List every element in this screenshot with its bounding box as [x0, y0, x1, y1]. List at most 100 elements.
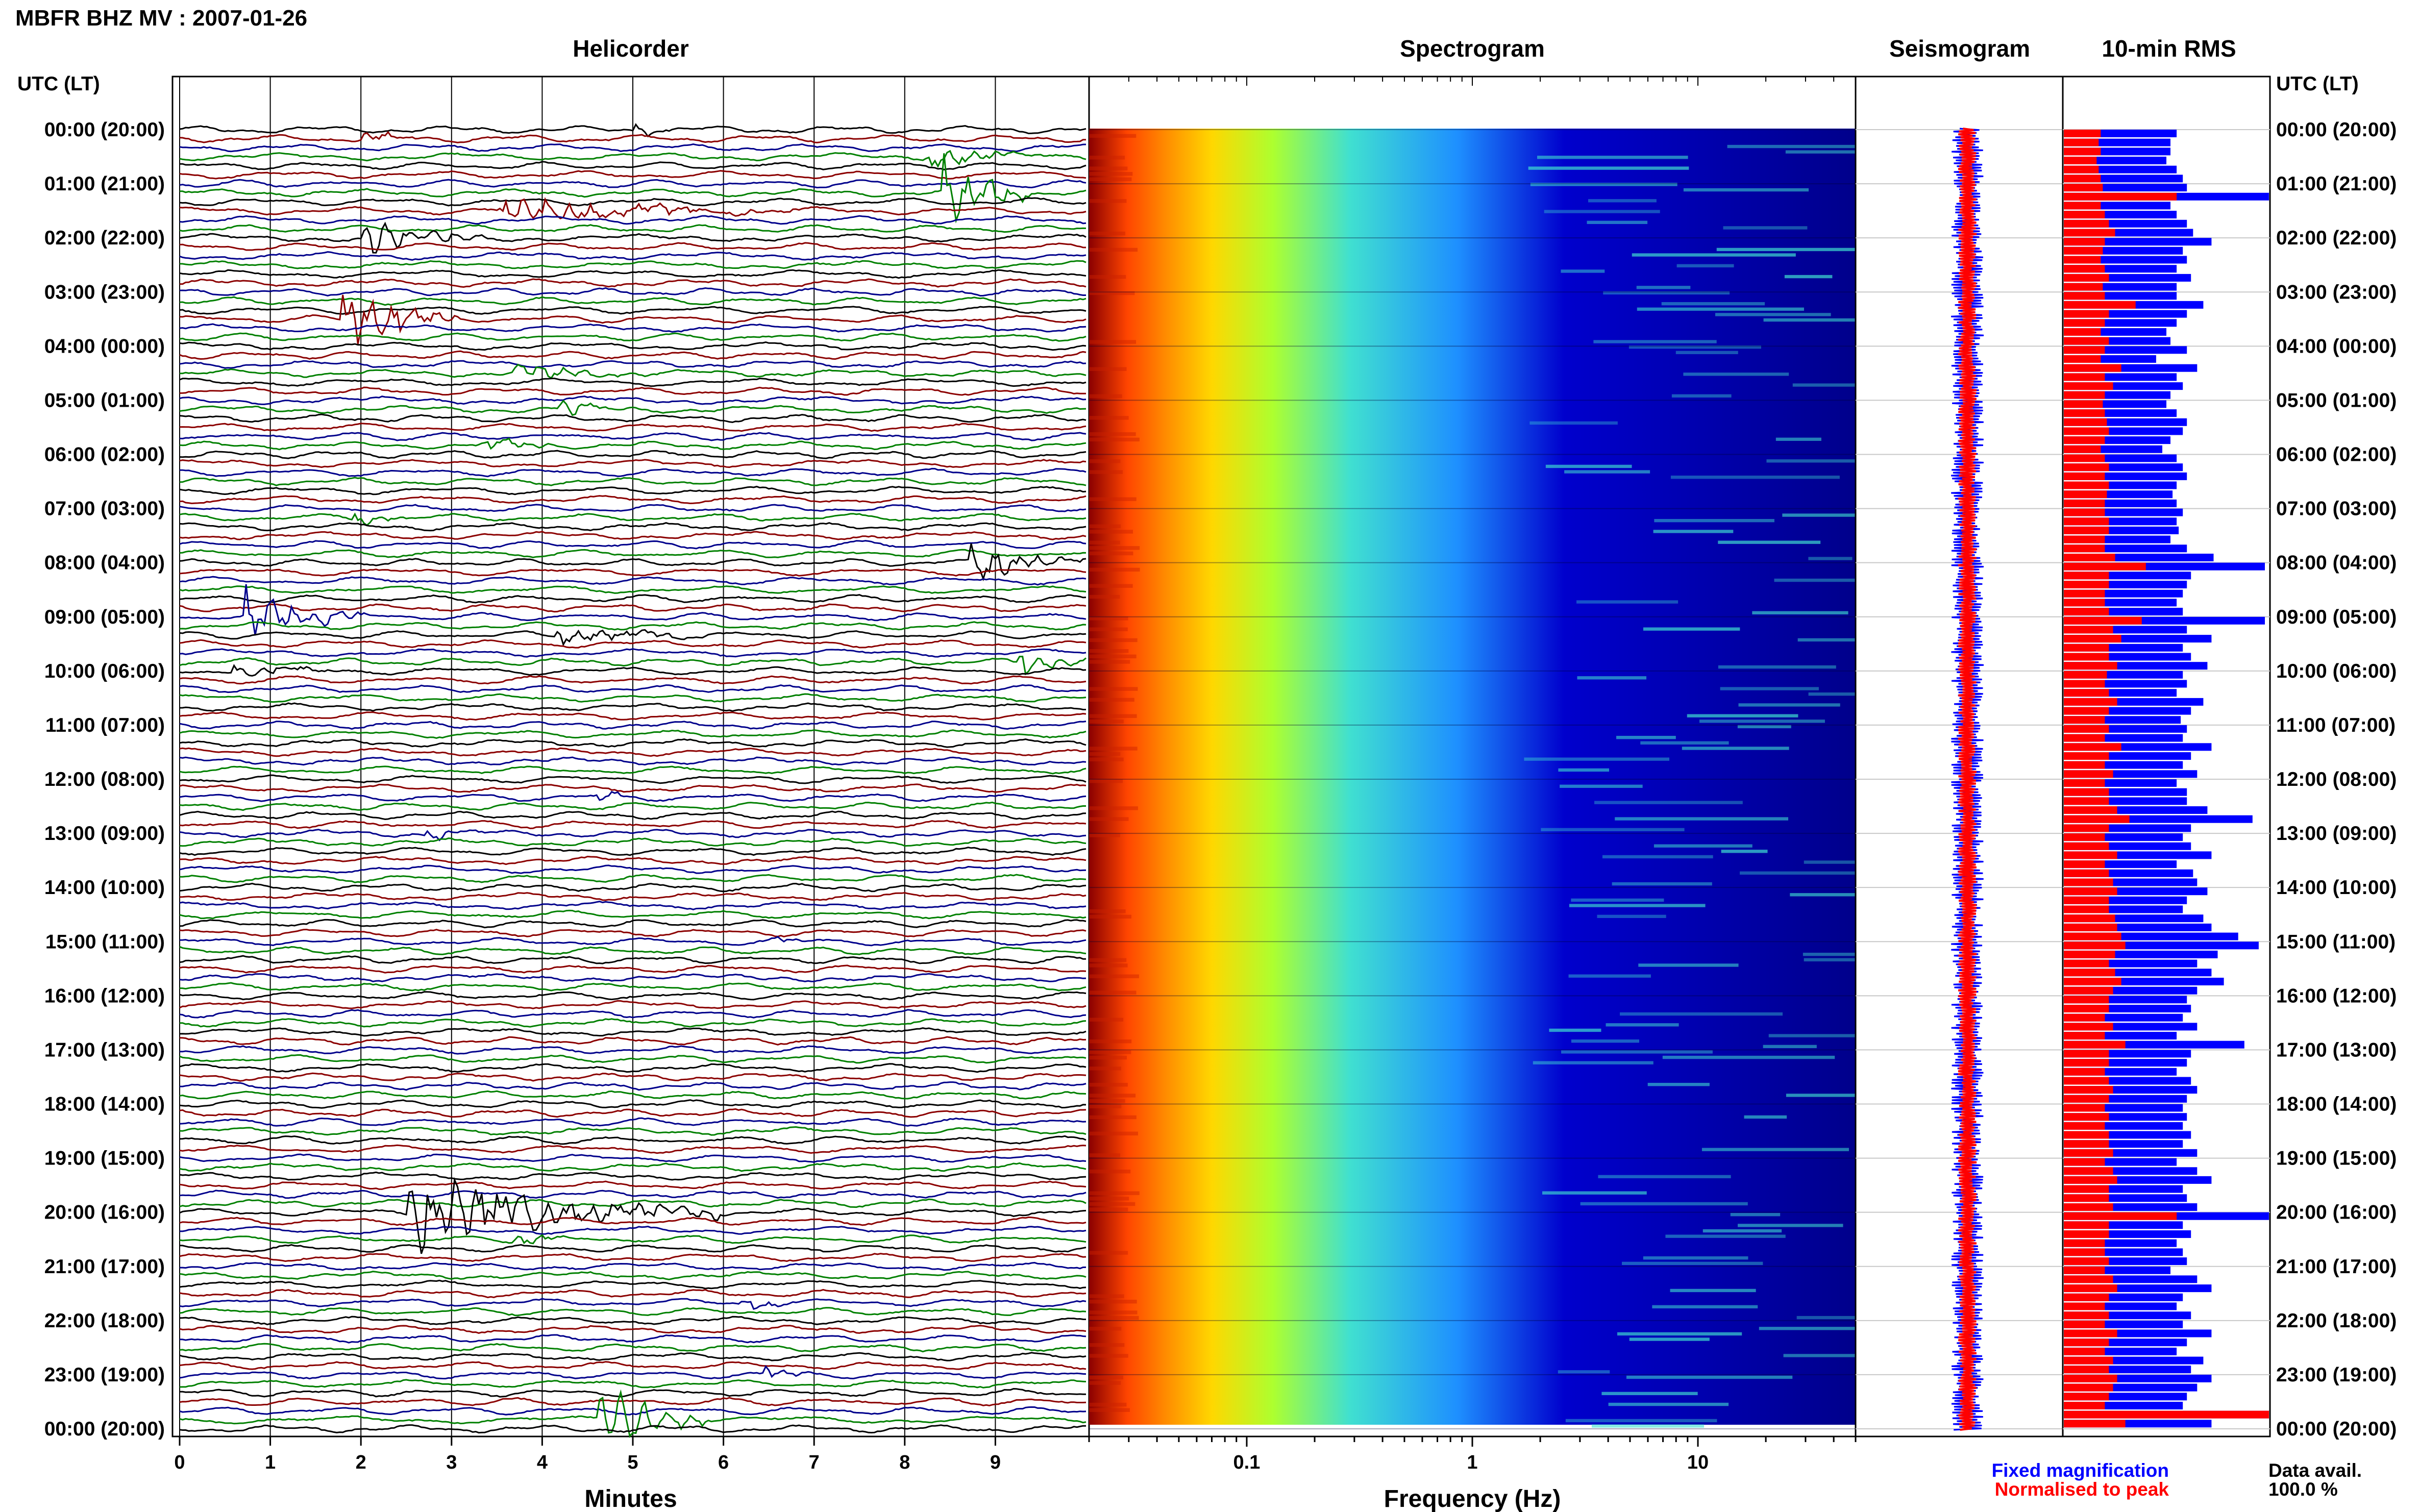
spectrogram-band — [1652, 1305, 1758, 1308]
rms-bar — [2064, 932, 2121, 940]
helicorder-trace-line — [179, 584, 1087, 636]
hour-label-left: 12:00 (08:00) — [44, 769, 165, 790]
helicorder-trace-line — [179, 1072, 1087, 1082]
rms-bar — [2064, 1005, 2109, 1012]
helicorder-trace-line — [179, 747, 1087, 757]
helicorder-trace-line — [179, 386, 1086, 396]
rms-bar — [2064, 147, 2101, 156]
helicorder-trace-line — [179, 1144, 1087, 1154]
rms-bar — [2064, 635, 2121, 643]
helicorder-trace-line — [179, 721, 1087, 730]
helicorder-trace-line — [179, 522, 1087, 532]
helicorder-trace-line — [179, 882, 1087, 893]
helicorder-trace-line — [179, 1126, 1087, 1136]
spectrogram-lowfreq-band — [1089, 551, 1133, 556]
helicorder-trace-line — [180, 1225, 1087, 1235]
hour-label-right: 01:00 (21:00) — [2276, 173, 2397, 195]
rms-bar — [2064, 364, 2121, 372]
data-availability-label: Data avail. — [2268, 1460, 2362, 1481]
helicorder-trace-line — [179, 224, 1087, 233]
spectrogram-band — [1549, 1028, 1601, 1032]
spectrogram-band — [1632, 253, 1796, 257]
helicorder-trace-line — [179, 377, 1087, 387]
rms-bar — [2064, 427, 2109, 435]
hour-label-left: 21:00 (17:00) — [44, 1256, 165, 1278]
helicorder-trace-line — [179, 215, 1087, 225]
spectrogram-lowfreq-band — [1089, 394, 1122, 399]
spectrogram-band — [1737, 725, 1791, 729]
rms-bar — [2064, 643, 2109, 652]
helicorder-trace-line — [179, 395, 1087, 405]
rms-bar — [2064, 1158, 2105, 1166]
rms-bar — [2064, 246, 2103, 255]
spectrogram-lowfreq-band — [1089, 1207, 1128, 1211]
helicorder-trace-line — [179, 1424, 1087, 1434]
spectrogram-band — [1759, 1327, 1913, 1330]
rms-bar — [2064, 878, 2113, 886]
helicorder-trace-line — [179, 1216, 1087, 1226]
helicorder-trace-line — [179, 1198, 1087, 1208]
spectrogram-band — [1588, 199, 1657, 203]
spectrogram-lowfreq-band — [1089, 291, 1135, 295]
helicorder-tick-label: 0 — [174, 1452, 185, 1473]
spectrogram-band — [1593, 340, 1717, 343]
spectrogram-band — [1602, 855, 1713, 859]
rms-bar — [2064, 219, 2109, 228]
spectrogram-band — [1616, 736, 1676, 739]
helicorder-trace-line — [179, 350, 1087, 360]
rms-bar — [2064, 1068, 2105, 1076]
helicorder-trace-line — [179, 1316, 1087, 1326]
rms-bar — [2064, 1194, 2109, 1202]
rms-bar — [2064, 824, 2109, 832]
spectrogram-band — [1662, 1055, 1835, 1059]
rms-bar — [2064, 788, 2109, 796]
hour-label-right: 00:00 (20:00) — [2276, 119, 2397, 141]
helicorder-trace-line — [179, 675, 1087, 685]
spectrogram-band — [1670, 1288, 1756, 1293]
helicorder-tick-label: 7 — [809, 1452, 820, 1473]
helicorder-trace-line — [179, 693, 1087, 703]
helicorder-tick-label: 4 — [537, 1452, 548, 1473]
spectrogram-lowfreq-band — [1089, 660, 1130, 664]
rms-bar — [2064, 400, 2103, 408]
spectrogram-lowfreq-band — [1089, 1055, 1127, 1060]
helicorder-trace-line — [179, 928, 1087, 937]
hour-label-left: 09:00 (05:00) — [44, 606, 165, 628]
helicorder-trace-line — [179, 973, 1087, 982]
hour-label-left: 01:00 (21:00) — [44, 173, 165, 195]
spectrogram-lowfreq-band — [1089, 1104, 1122, 1108]
helicorder-tick-label: 8 — [899, 1452, 910, 1473]
spectrogram-band — [1643, 627, 1740, 631]
spectrogram-band — [1629, 1337, 1710, 1341]
rms-bar — [2064, 1140, 2109, 1148]
spectrogram-lowfreq-band — [1089, 1083, 1128, 1087]
hour-label-right: 08:00 (04:00) — [2276, 552, 2397, 574]
spectrogram-lowfreq-band — [1089, 687, 1138, 691]
hour-label-right: 19:00 (15:00) — [2276, 1148, 2397, 1170]
legend-normalised-to-peak: Normalised to peak — [1995, 1479, 2169, 1500]
legend-fixed-magnification: Fixed magnification — [1992, 1460, 2169, 1481]
spectrogram-band — [1775, 437, 1821, 441]
spectrogram-panel: 0.1 1 10 Frequency (Hz) — [1088, 76, 1973, 1512]
hour-label-right: 00:00 (20:00) — [2276, 1418, 2397, 1440]
rms-bar — [2064, 165, 2099, 173]
spectrogram-band — [1571, 1039, 1640, 1043]
rms-bar — [2064, 1347, 2105, 1355]
helicorder-panel: 0 1 2 3 4 5 6 7 8 9 Minutes — [171, 76, 1090, 1512]
spectrogram-lowfreq-band — [1089, 1327, 1122, 1331]
rms-bar — [2064, 310, 2109, 318]
spectrogram-lowfreq-band — [1089, 654, 1137, 659]
helicorder-trace-line — [179, 221, 1087, 254]
spectrogram-lowfreq-band — [1089, 1375, 1124, 1380]
spectrogram-band — [1653, 530, 1734, 533]
hour-label-right: 23:00 (19:00) — [2276, 1364, 2397, 1386]
rms-bar — [2064, 1113, 2109, 1121]
helicorder-trace-line — [179, 1253, 1087, 1262]
rms-bar — [2064, 923, 2117, 931]
rms-bar — [2064, 445, 2101, 453]
helicorder-trace-line — [179, 955, 1087, 964]
rms-bar — [2064, 662, 2117, 670]
spectrogram-band — [1529, 421, 1618, 425]
helicorder-trace-line — [179, 287, 1086, 297]
helicorder-tick-label: 2 — [356, 1452, 366, 1473]
